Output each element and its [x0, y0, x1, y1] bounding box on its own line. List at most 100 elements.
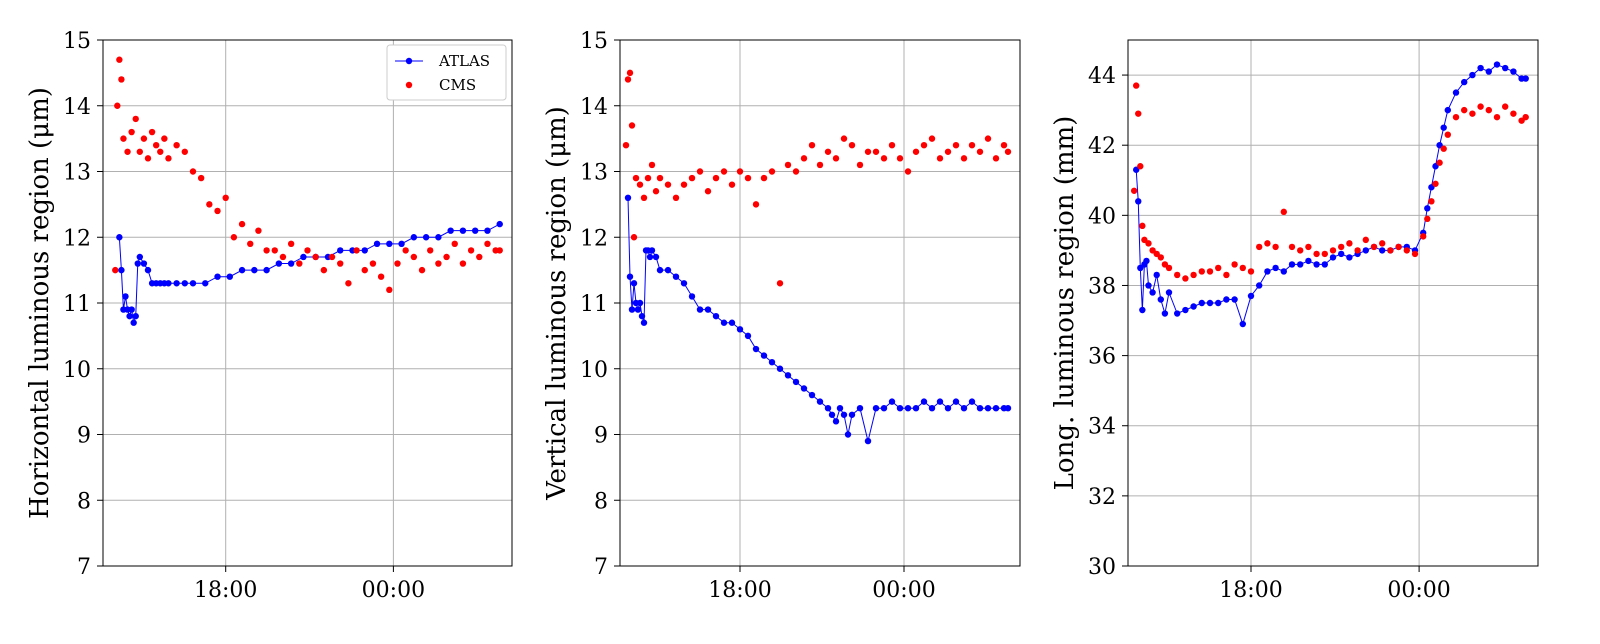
data-point-cms — [1485, 106, 1493, 114]
data-point-atlas — [808, 391, 816, 399]
data-point-atlas — [1231, 296, 1238, 303]
data-point-cms — [1370, 243, 1378, 251]
data-point-atlas — [1215, 299, 1222, 307]
data-point-atlas — [760, 352, 768, 359]
legend-marker — [405, 57, 413, 65]
series-atlas — [1133, 61, 1529, 328]
data-point-atlas — [1321, 261, 1329, 268]
data-point-cms — [1139, 222, 1146, 230]
data-point-atlas — [648, 247, 656, 254]
data-point-cms — [808, 142, 816, 149]
data-point-atlas — [1362, 247, 1370, 254]
data-point-cms — [1395, 243, 1402, 251]
data-point-atlas — [1223, 296, 1230, 303]
y-tick-label: 11 — [580, 292, 608, 317]
data-point-cms — [279, 253, 287, 261]
data-point-atlas — [720, 319, 728, 326]
plot-frame — [619, 39, 1021, 567]
data-point-cms — [136, 148, 144, 155]
data-point-cms — [664, 181, 672, 188]
data-point-cms — [247, 240, 254, 248]
data-point-atlas — [496, 220, 503, 228]
data-point-atlas — [1510, 68, 1517, 75]
series-atlas — [624, 194, 1012, 445]
data-point-atlas — [680, 280, 688, 287]
data-point-atlas — [1329, 254, 1337, 261]
plot-frame — [102, 39, 513, 567]
data-point-atlas — [373, 240, 381, 248]
data-point-cms — [976, 148, 984, 155]
x-tick-label: 18:00 — [1219, 578, 1282, 603]
plot-frame — [1127, 39, 1539, 567]
data-point-atlas — [1149, 289, 1156, 296]
data-point-atlas — [144, 266, 152, 274]
data-point-atlas — [1145, 282, 1152, 289]
data-point-cms — [656, 174, 664, 182]
data-point-cms — [189, 168, 197, 175]
data-point-cms — [728, 181, 736, 188]
data-point-atlas — [136, 253, 144, 261]
data-point-cms — [800, 155, 808, 162]
data-point-cms — [1428, 198, 1435, 205]
data-point-cms — [394, 260, 401, 267]
data-point-cms — [744, 174, 752, 182]
data-point-atlas — [976, 405, 984, 412]
data-point-atlas — [1239, 320, 1247, 328]
data-point-cms — [1000, 142, 1008, 149]
data-point-atlas — [936, 398, 944, 405]
y-tick-label: 14 — [580, 95, 608, 120]
data-point-atlas — [134, 260, 141, 267]
data-point-atlas — [836, 405, 844, 412]
data-point-atlas — [459, 227, 467, 234]
data-point-cms — [1493, 113, 1501, 121]
data-point-cms — [467, 247, 475, 254]
data-point-cms — [824, 148, 832, 155]
data-point-cms — [848, 142, 856, 149]
data-point-cms — [712, 174, 720, 182]
data-point-atlas — [1190, 303, 1197, 310]
x-tick-label: 18:00 — [194, 578, 257, 603]
data-point-atlas — [126, 312, 133, 320]
y-tick-label: 8 — [594, 489, 608, 514]
data-point-cms — [427, 247, 434, 254]
data-point-cms — [1469, 110, 1476, 117]
data-point-cms — [1321, 250, 1329, 258]
x-tick-label: 00:00 — [872, 578, 935, 603]
data-point-cms — [1133, 82, 1140, 89]
data-point-atlas — [704, 306, 712, 313]
data-point-cms — [632, 174, 640, 182]
data-point-cms — [816, 161, 824, 169]
data-point-atlas — [435, 234, 442, 241]
data-point-atlas — [968, 398, 976, 405]
data-point-atlas — [128, 306, 135, 313]
y-tick-label: 7 — [77, 555, 91, 580]
data-point-cms — [157, 148, 164, 155]
data-point-cms — [1477, 103, 1484, 110]
y-tick-label: 30 — [1088, 555, 1116, 580]
data-point-atlas — [1379, 247, 1386, 254]
data-point-atlas — [422, 234, 430, 241]
y-tick-label: 44 — [1088, 64, 1116, 89]
data-point-cms — [152, 142, 160, 149]
data-point-cms — [640, 194, 648, 201]
y-axis-label: Vertical luminous region (μm) — [542, 106, 572, 501]
data-point-atlas — [784, 372, 792, 379]
y-tick-label: 13 — [63, 161, 91, 186]
data-point-cms — [736, 168, 744, 175]
data-point-cms — [1145, 240, 1152, 247]
data-point-atlas — [920, 398, 928, 405]
data-point-atlas — [165, 280, 172, 287]
data-point-cms — [912, 148, 920, 155]
data-point-cms — [628, 122, 636, 129]
data-point-atlas — [1493, 61, 1501, 68]
data-point-atlas — [1522, 75, 1529, 82]
data-point-atlas — [888, 398, 896, 405]
y-tick-label: 38 — [1088, 274, 1116, 299]
data-point-atlas — [1182, 306, 1189, 314]
data-point-atlas — [844, 431, 852, 438]
data-point-cms — [173, 142, 180, 149]
data-point-atlas — [471, 227, 479, 234]
data-point-cms — [1522, 113, 1529, 121]
data-point-cms — [214, 207, 221, 215]
data-point-cms — [271, 247, 278, 254]
